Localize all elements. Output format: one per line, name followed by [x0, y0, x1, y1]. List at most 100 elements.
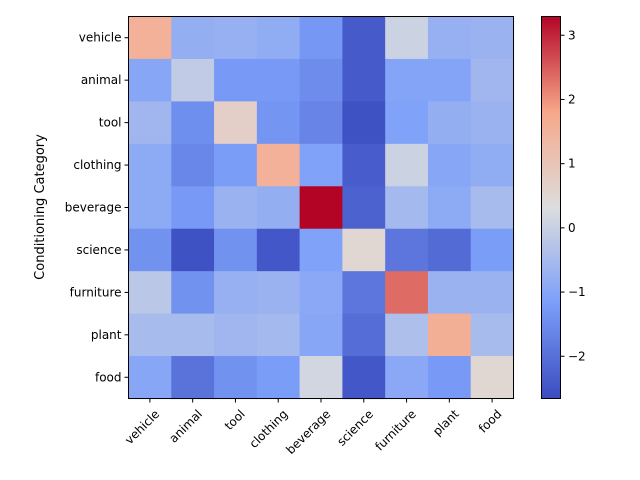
heatmap-cell: [427, 143, 472, 187]
heatmap-cell: [256, 186, 301, 230]
heatmap-cell: [299, 101, 343, 145]
colorbar-tick-label: −2: [568, 349, 586, 363]
heatmap-cell: [470, 186, 515, 230]
heatmap-cell: [342, 356, 386, 400]
y-tick-label: beverage: [65, 201, 122, 215]
heatmap-cell: [128, 143, 172, 187]
heatmap-cell: [342, 16, 386, 60]
heatmap-cell: [256, 16, 301, 60]
y-axis-ticks: vehicle animal tool clothing beverage science…: [65, 31, 129, 384]
heatmap-cell: [214, 186, 258, 230]
heatmap-cell: [256, 271, 301, 315]
heatmap-cell: [427, 271, 472, 315]
x-tick-label: animal: [166, 407, 205, 446]
x-tick-label: food: [476, 407, 505, 436]
heatmap-cell: [171, 271, 215, 315]
heatmap-cell: [171, 143, 215, 187]
heatmap-cell: [427, 228, 472, 272]
heatmap-cell: [214, 16, 258, 60]
heatmap-cell: [128, 356, 172, 400]
colorbar-tick-label: 0: [568, 221, 576, 235]
heatmap-cell: [171, 356, 215, 400]
heatmap-cell: [299, 186, 343, 230]
heatmap-cell: [385, 313, 429, 357]
heatmap-cell: [214, 143, 258, 187]
heatmap-cells: [128, 16, 515, 400]
heatmap-cell: [427, 186, 472, 230]
heatmap-cell: [256, 58, 301, 102]
heatmap-cell: [128, 313, 172, 357]
y-tick-label: furniture: [70, 285, 122, 299]
heatmap-cell: [128, 58, 172, 102]
heatmap-cell: [385, 271, 429, 315]
x-tick-label: beverage: [283, 407, 333, 457]
heatmap-cell: [171, 313, 215, 357]
heatmap-cell: [256, 313, 301, 357]
heatmap-cell: [470, 356, 515, 400]
heatmap-cell: [299, 271, 343, 315]
colorbar-ticks: 3 2 1 0 −1 −2: [560, 28, 586, 363]
x-tick-label: vehicle: [122, 407, 162, 447]
heatmap-cell: [385, 101, 429, 145]
heatmap-cell: [214, 58, 258, 102]
heatmap-cell: [470, 16, 515, 60]
heatmap-cell: [128, 271, 172, 315]
heatmap-cell: [299, 16, 343, 60]
colorbar-tick-label: 2: [568, 92, 576, 106]
heatmap-cell: [128, 186, 172, 230]
y-tick-label: tool: [99, 116, 122, 130]
heatmap-cell: [342, 228, 386, 272]
heatmap-cell: [171, 58, 215, 102]
y-tick-label: clothing: [73, 158, 121, 172]
heatmap-cell: [299, 313, 343, 357]
heatmap-cell: [470, 58, 515, 102]
heatmap-cell: [342, 271, 386, 315]
heatmap-cell: [385, 16, 429, 60]
heatmap-cell: [470, 228, 515, 272]
heatmap-cell: [214, 313, 258, 357]
y-tick-label: animal: [81, 73, 122, 87]
heatmap-cell: [342, 313, 386, 357]
colorbar: [541, 16, 560, 398]
x-tick-label: tool: [222, 407, 248, 433]
heatmap-cell: [299, 143, 343, 187]
y-tick-label: plant: [91, 328, 122, 342]
colorbar-tick-label: 1: [568, 157, 576, 171]
heatmap-cell: [214, 101, 258, 145]
colorbar-tick-label: 3: [568, 28, 576, 42]
heatmap-cell: [385, 186, 429, 230]
heatmap-cell: [342, 58, 386, 102]
heatmap-cell: [427, 313, 472, 357]
x-tick-label: furniture: [372, 407, 419, 454]
y-axis-label: Conditioning Category: [33, 134, 48, 280]
heatmap-cell: [299, 58, 343, 102]
heatmap-cell: [299, 228, 343, 272]
heatmap-cell: [256, 228, 301, 272]
heatmap-cell: [385, 228, 429, 272]
heatmap-cell: [171, 186, 215, 230]
heatmap-cell: [470, 313, 515, 357]
heatmap-cell: [470, 101, 515, 145]
heatmap-cell: [128, 228, 172, 272]
heatmap-cell: [385, 143, 429, 187]
colorbar-frame: [541, 16, 561, 399]
heatmap-cell: [385, 356, 429, 400]
y-tick-label: science: [76, 243, 121, 257]
y-tick-label: vehicle: [79, 31, 122, 45]
x-tick-label: science: [334, 407, 376, 449]
heatmap-cell: [427, 58, 472, 102]
heatmap-cell: [171, 101, 215, 145]
heatmap-cell: [214, 356, 258, 400]
x-tick-label: clothing: [247, 407, 291, 451]
heatmap-cell: [128, 101, 172, 145]
heatmap-cell: [256, 356, 301, 400]
heatmap-cell: [171, 16, 215, 60]
heatmap-cell: [342, 143, 386, 187]
heatmap-cell: [470, 271, 515, 315]
x-tick-label: plant: [430, 407, 462, 439]
heatmap-cell: [256, 101, 301, 145]
heatmap-cell: [342, 186, 386, 230]
heatmap-cell: [128, 16, 172, 60]
